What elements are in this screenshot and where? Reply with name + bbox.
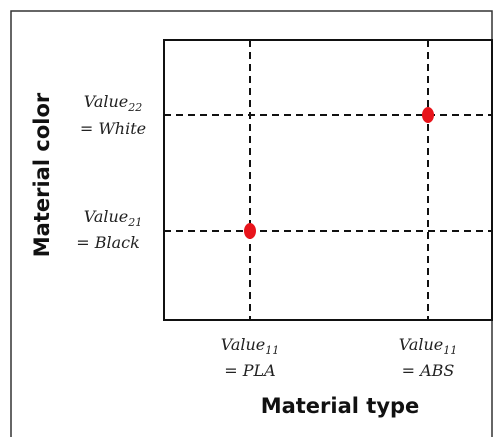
x-tick-label: Value11: [221, 335, 280, 357]
y-tick-label: = Black: [76, 233, 140, 252]
x-axis-title: Material type: [261, 394, 420, 418]
y-tick-label: Value22: [84, 92, 143, 114]
y-tick-label: Value21: [84, 207, 143, 229]
plot-box: [163, 39, 493, 321]
y-tick-label: = White: [80, 119, 146, 138]
point: [422, 107, 434, 123]
point: [244, 223, 256, 239]
x-tick-label: = PLA: [224, 361, 275, 380]
y-axis-title: Material color: [30, 92, 54, 257]
x-tick-label: Value11: [399, 335, 458, 357]
x-tick-label: = ABS: [402, 361, 455, 380]
